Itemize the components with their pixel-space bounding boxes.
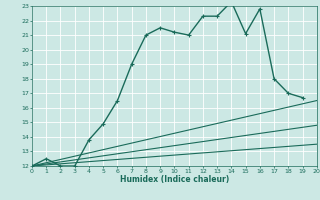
- X-axis label: Humidex (Indice chaleur): Humidex (Indice chaleur): [120, 175, 229, 184]
